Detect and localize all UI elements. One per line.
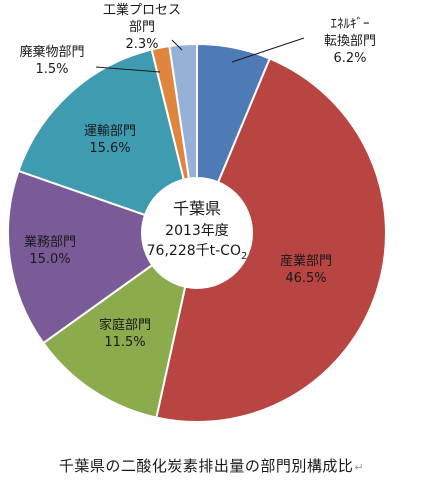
slice-name-label-5: 運輸部門	[84, 124, 136, 139]
pie-slices	[7, 42, 387, 423]
chart-caption: 千葉県の二酸化炭素排出量の部門別構成比↵	[0, 455, 423, 476]
slice-name-label-7: 部門	[129, 20, 155, 35]
slice-name-label-2: 産業部門	[280, 253, 332, 269]
pie-slice-3	[41, 230, 199, 419]
slice-labels: ｴﾈﾙｷﾞｰ 転換部門 6.2% 産業部門 46.5% 家庭部門 11.5% 業務部門 15.0…	[19, 2, 376, 350]
pie-chart: 千葉県 2013年度 76,228千t-CO2 ｴﾈﾙｷﾞｰ 転換部門 6.2% 産業…	[7, 2, 387, 423]
pie-slice-4	[7, 169, 200, 345]
slice-value-label-5: 15.6%	[89, 141, 130, 156]
slice-name-label-1: 転換部門	[324, 34, 376, 49]
slice-value-label-7: 2.3%	[125, 37, 158, 52]
slice-name-label-7: 工業プロセス	[103, 2, 181, 18]
center-year: 2013年度	[165, 223, 229, 239]
slice-value-label-2: 46.5%	[285, 271, 326, 286]
center-label: 千葉県 2013年度 76,228千t-CO2	[147, 199, 248, 262]
center-hole	[141, 177, 253, 289]
pie-slice-5	[17, 48, 199, 235]
leader-lines	[95, 37, 305, 73]
leader-line-7	[171, 39, 183, 51]
pie-slice-2	[155, 57, 387, 423]
center-total-subscript: 2	[241, 251, 247, 262]
slice-name-label-1: ｴﾈﾙｷﾞｰ	[331, 17, 370, 32]
slice-name-label-4: 業務部門	[24, 234, 76, 250]
leader-line-6	[95, 66, 161, 73]
center-region: 千葉県	[173, 199, 221, 218]
slice-value-label-6: 1.5%	[35, 62, 68, 77]
center-total-value: 76,228千t-CO	[147, 243, 241, 259]
leader-line-1	[231, 37, 305, 63]
slice-value-label-4: 15.0%	[29, 252, 70, 267]
caption-text: 千葉県の二酸化炭素排出量の部門別構成比	[58, 457, 354, 475]
slice-value-label-1: 6.2%	[333, 51, 366, 66]
slice-value-label-3: 11.5%	[104, 335, 145, 350]
center-total: 76,228千t-CO2	[147, 243, 248, 262]
slice-name-label-6: 廃棄物部門	[19, 44, 84, 60]
slice-name-label-3: 家庭部門	[99, 317, 151, 333]
return-mark: ↵	[354, 461, 365, 474]
